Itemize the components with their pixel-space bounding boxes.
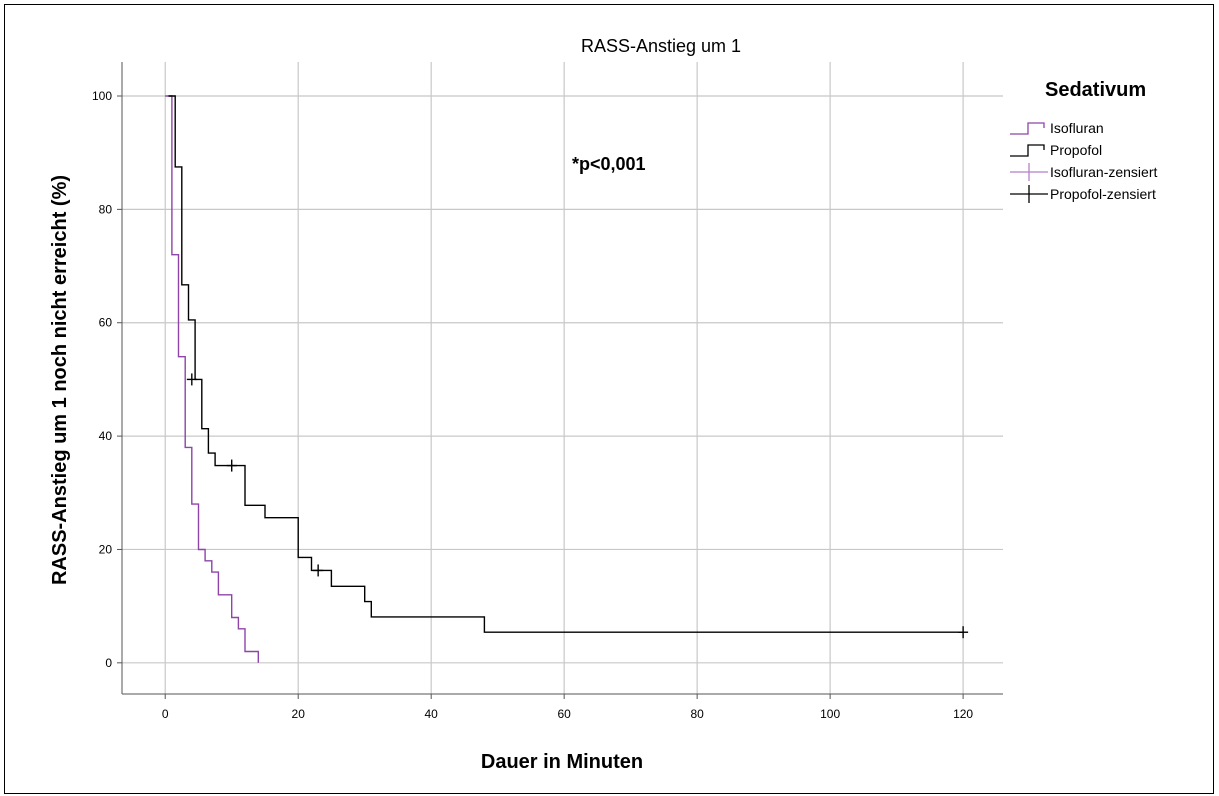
x-tick-label: 40 xyxy=(425,707,439,721)
y-ticks: 0 20 40 60 80 100 xyxy=(92,89,122,670)
y-axis-label: RASS-Anstieg um 1 noch nicht erreicht (%… xyxy=(49,175,71,585)
censor-mark-propofol xyxy=(226,459,237,472)
x-tick-label: 0 xyxy=(162,707,169,721)
y-tick-label: 80 xyxy=(99,202,113,216)
p-value-annotation: *p<0,001 xyxy=(572,154,646,174)
censor-marks xyxy=(186,373,969,639)
x-tick-label: 60 xyxy=(557,707,571,721)
censor-mark-propofol xyxy=(958,626,969,639)
legend-item: Isofluran-zensiert xyxy=(1010,163,1157,181)
series-propofol-line xyxy=(168,95,964,633)
y-tick-label: 0 xyxy=(105,656,112,670)
x-tick-label: 80 xyxy=(690,707,704,721)
censor-mark-propofol xyxy=(313,564,324,577)
chart-title: RASS-Anstieg um 1 xyxy=(581,36,741,56)
legend-item: Propofol-zensiert xyxy=(1010,185,1156,203)
legend-label: Isofluran xyxy=(1050,120,1104,136)
series-group xyxy=(165,95,964,663)
legend-title: Sedativum xyxy=(1045,79,1146,101)
legend-label: Isofluran-zensiert xyxy=(1050,164,1157,180)
legend-step-icon xyxy=(1010,144,1045,157)
x-tick-label: 20 xyxy=(292,707,306,721)
y-tick-label: 40 xyxy=(99,429,113,443)
x-tick-label: 100 xyxy=(820,707,840,721)
y-tick-label: 60 xyxy=(99,316,113,330)
legend-step-icon xyxy=(1010,122,1045,135)
legend: Sedativum Isofluran Propofol Isofluran-zen… xyxy=(1010,79,1157,203)
x-ticks: 0 20 40 60 80 100 120 xyxy=(162,694,973,721)
legend-item: Propofol xyxy=(1010,142,1102,158)
y-tick-label: 100 xyxy=(92,89,112,103)
censor-mark-propofol xyxy=(186,373,197,386)
series-isofluran-line xyxy=(165,95,259,663)
x-tick-label: 120 xyxy=(953,707,973,721)
axes xyxy=(121,62,1003,695)
legend-label: Propofol-zensiert xyxy=(1050,186,1156,202)
grid xyxy=(122,62,1003,694)
x-axis-label: Dauer in Minuten xyxy=(481,751,643,773)
y-tick-label: 20 xyxy=(99,542,113,556)
legend-label: Propofol xyxy=(1050,142,1102,158)
legend-item: Isofluran xyxy=(1010,120,1104,136)
